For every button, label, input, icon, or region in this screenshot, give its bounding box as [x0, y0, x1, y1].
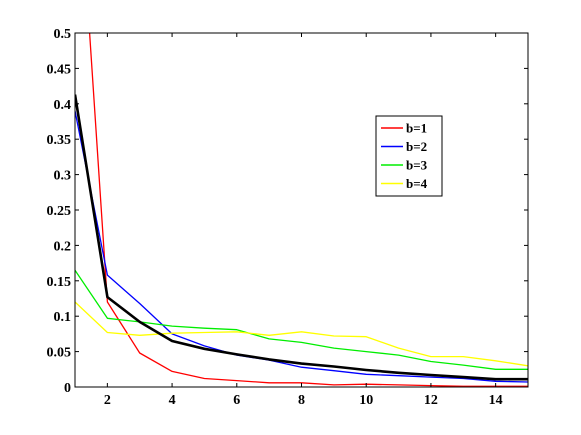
y-tick-label: 0.1: [54, 310, 72, 325]
y-tick-label: 0.05: [47, 346, 72, 361]
legend-label: b=4: [406, 176, 428, 191]
legend-label: b=2: [406, 139, 427, 154]
x-tick-label: 10: [359, 393, 373, 408]
y-tick-label: 0.2: [54, 239, 72, 254]
x-tick-label: 12: [424, 393, 438, 408]
y-tick-label: 0.15: [47, 275, 72, 290]
legend: b=1 b=2 b=3 b=4: [375, 115, 443, 197]
series-line-b3: [75, 269, 528, 370]
y-tick-label: 0.45: [47, 62, 72, 77]
x-tick-label: 14: [489, 393, 503, 408]
series-line-b2: [75, 110, 528, 383]
legend-label: b=1: [406, 121, 427, 136]
axes-layer: 0 0.05 0.1 0.15 0.2 0.25 0.3 0.35 0.4 0.45 0.5 2 4 6 8…: [47, 27, 529, 408]
y-tick-label: 0: [64, 381, 71, 396]
x-tick-label: 6: [233, 393, 240, 408]
y-tick-label: 0.3: [54, 169, 72, 184]
x-tick-label: 4: [169, 393, 176, 408]
series-line-average: [75, 94, 528, 381]
y-tick-label: 0.4: [54, 98, 72, 113]
plot-area: [75, 33, 528, 387]
legend-label: b=3: [406, 158, 428, 173]
y-tick-label: 0.5: [54, 27, 72, 42]
legend-box: [375, 115, 443, 197]
series-line-b1: [88, 33, 528, 387]
y-tick-label: 0.35: [47, 133, 72, 148]
x-tick-label: 8: [298, 393, 305, 408]
y-tick-label: 0.25: [47, 204, 72, 219]
x-tick-label: 2: [104, 393, 111, 408]
series-line-b4: [75, 301, 528, 367]
series-layer: [75, 33, 528, 387]
